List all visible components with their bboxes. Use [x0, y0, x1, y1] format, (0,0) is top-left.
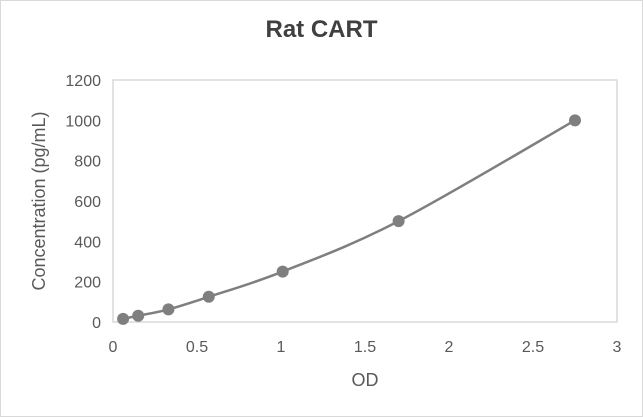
y-tick-label: 800	[74, 154, 101, 171]
x-tick-label: 0	[109, 339, 118, 356]
y-axis-label: Concentration (pg/mL)	[29, 111, 49, 290]
x-tick-label: 2	[445, 339, 454, 356]
data-point	[117, 312, 130, 325]
x-tick-label: 1	[277, 339, 286, 356]
x-tick-label: 0.5	[186, 339, 208, 356]
data-point	[132, 309, 145, 322]
data-point	[276, 265, 289, 278]
y-axis-ticks: 0 200 400 600 800 1000 1200	[65, 73, 101, 332]
y-tick-label: 400	[74, 234, 101, 251]
plot-border	[112, 79, 618, 323]
x-tick-label: 1.5	[354, 339, 376, 356]
y-tick-label: 600	[74, 194, 101, 211]
x-axis-ticks: 0 0.5 1 1.5 2 2.5 3	[109, 339, 622, 356]
data-point	[392, 215, 405, 228]
y-tick-label: 200	[74, 275, 101, 292]
chart-title: Rat CART	[265, 16, 378, 43]
y-tick-label: 0	[92, 315, 101, 332]
data-point	[162, 303, 175, 316]
y-tick-label: 1000	[65, 113, 101, 130]
data-point	[569, 114, 581, 127]
plot-area	[112, 79, 618, 323]
x-axis-label: OD	[352, 370, 379, 390]
data-point	[202, 290, 215, 303]
y-tick-label: 1200	[65, 73, 101, 90]
series-line	[122, 119, 576, 321]
x-tick-label: 3	[613, 339, 622, 356]
data-series	[117, 114, 581, 325]
x-tick-label: 2.5	[522, 339, 544, 356]
